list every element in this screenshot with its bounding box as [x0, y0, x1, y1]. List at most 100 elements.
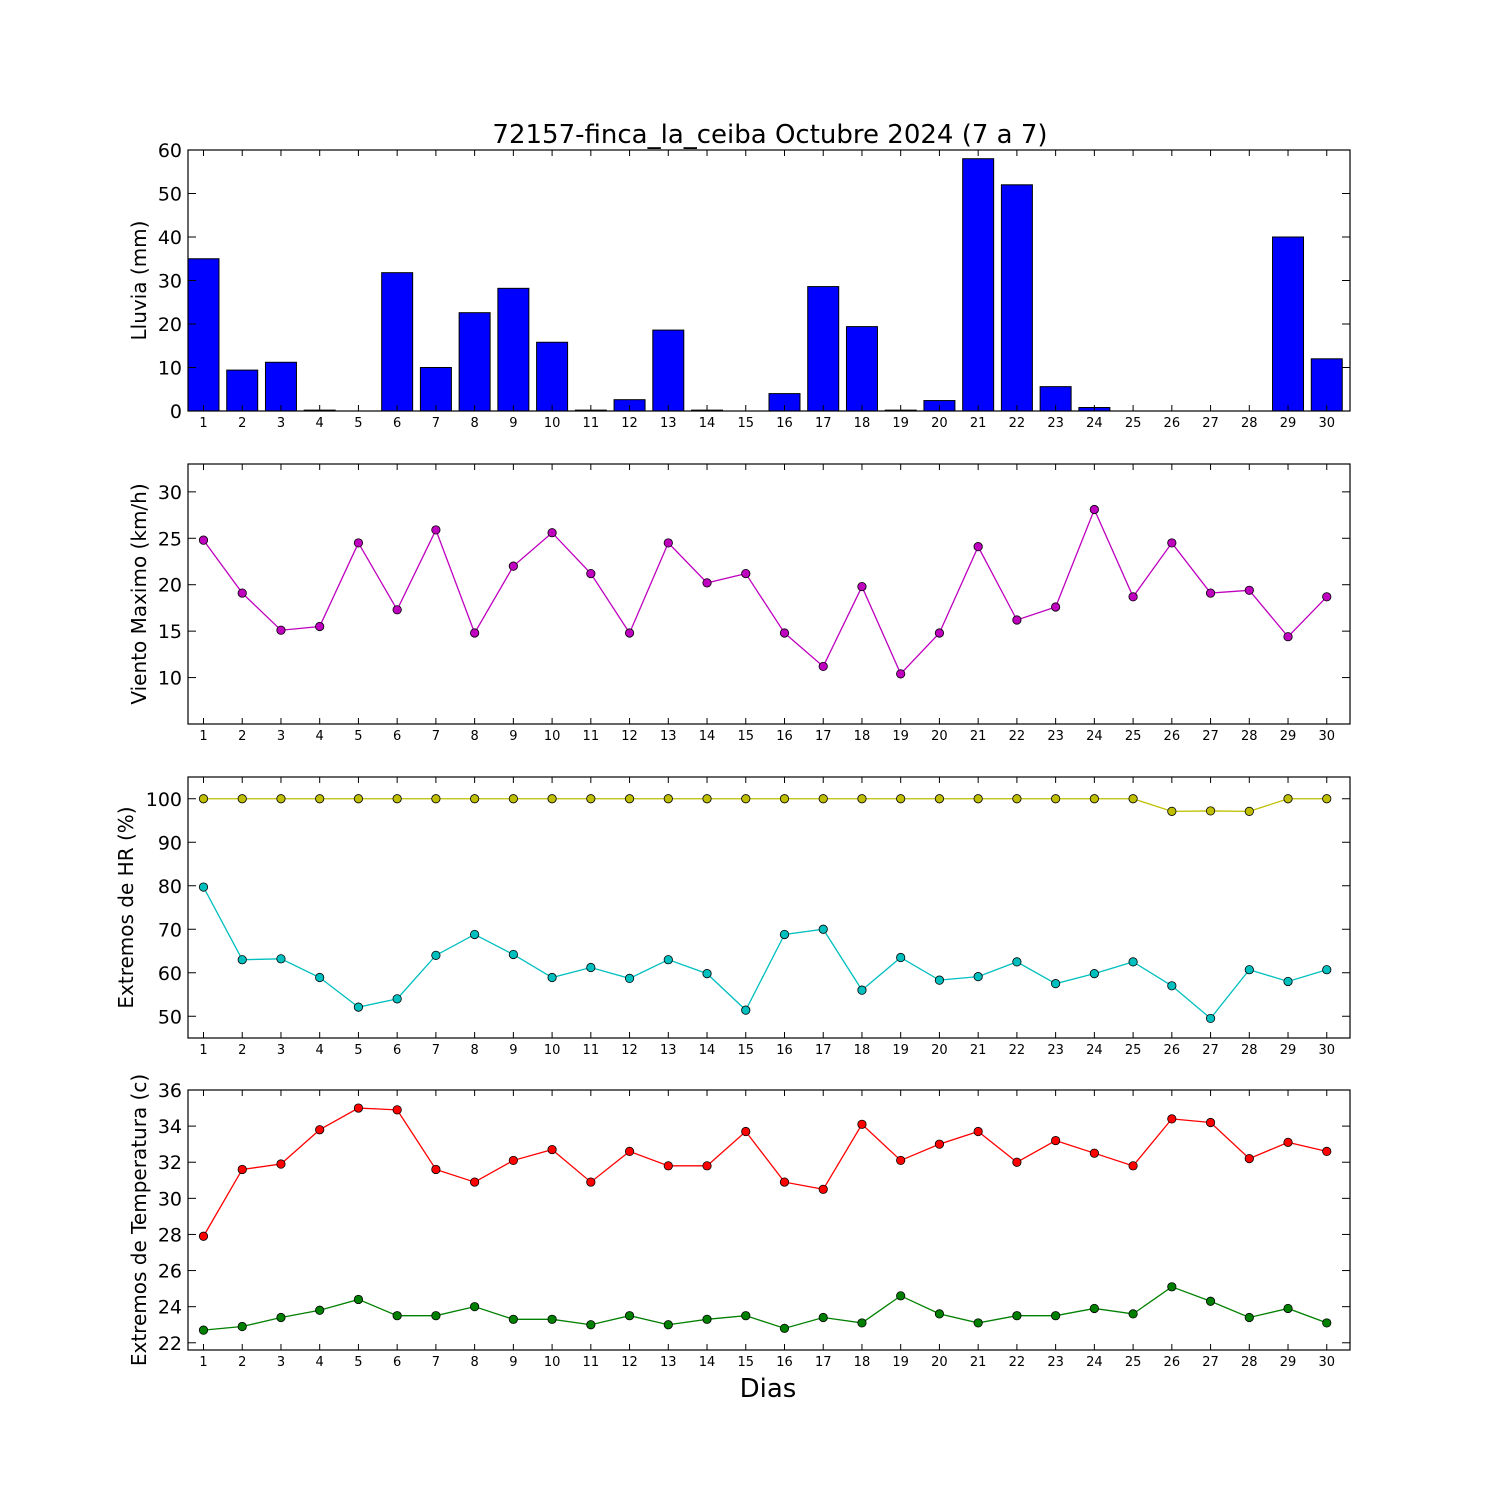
x-tick-label: 21 — [970, 1355, 987, 1370]
point-series-1-day-19 — [896, 669, 906, 679]
x-tick-label: 30 — [1318, 1355, 1335, 1370]
point-series-1-day-7 — [431, 525, 441, 535]
x-tick-label: 21 — [970, 729, 987, 744]
x-tick-label: 10 — [544, 1355, 561, 1370]
point-series-2-day-25 — [1128, 957, 1138, 967]
point-series-1-day-25 — [1128, 794, 1138, 804]
x-tick-label: 16 — [776, 416, 793, 431]
x-tick-label: 18 — [854, 1355, 871, 1370]
y-tick-label: 30 — [158, 271, 182, 293]
x-tick-label: 7 — [432, 416, 440, 431]
x-tick-label: 26 — [1164, 1355, 1181, 1370]
bar-day-3 — [264, 361, 297, 412]
point-series-1-day-21 — [973, 1126, 983, 1137]
axes-frame — [187, 463, 1351, 725]
point-series-2-day-12 — [624, 973, 635, 984]
x-tick-label: 1 — [199, 1355, 207, 1370]
x-tick-label: 8 — [470, 729, 478, 744]
x-tick-label: 17 — [815, 1043, 832, 1058]
point-series-2-day-28 — [1244, 1312, 1254, 1323]
point-series-1-day-5 — [353, 794, 364, 804]
point-series-2-day-13 — [663, 1320, 673, 1330]
y-tick-label: 20 — [158, 314, 182, 336]
bar-day-9 — [497, 287, 530, 412]
y-tick-label: 50 — [158, 184, 182, 206]
point-series-2-day-20 — [934, 1309, 945, 1319]
y-tick-label: 60 — [158, 140, 182, 162]
point-series-2-day-6 — [392, 994, 402, 1004]
x-tick-label: 11 — [583, 729, 600, 744]
point-series-1-day-30 — [1322, 794, 1332, 804]
point-series-2-day-24 — [1089, 1303, 1099, 1314]
point-series-2-day-13 — [663, 955, 673, 965]
point-series-1-day-5 — [353, 1103, 364, 1113]
y-tick-label: 20 — [158, 575, 182, 597]
x-tick-label: 4 — [316, 1043, 324, 1058]
point-series-2-day-2 — [237, 1321, 247, 1332]
x-tick-label: 12 — [621, 729, 638, 744]
y-tick-label: 100 — [146, 789, 182, 811]
x-tick-label: 24 — [1086, 1043, 1103, 1058]
series-line-2 — [202, 886, 1327, 1020]
point-series-1-day-9 — [508, 794, 518, 804]
x-tick-label: 25 — [1125, 1043, 1142, 1058]
y-tick-label: 10 — [158, 668, 182, 690]
point-series-1-day-20 — [934, 628, 945, 638]
point-series-1-day-1 — [198, 794, 209, 804]
point-series-2-day-23 — [1051, 1311, 1061, 1321]
x-tick-label: 8 — [470, 1355, 478, 1370]
point-series-1-day-18 — [857, 1119, 867, 1129]
point-series-1-day-8 — [470, 628, 480, 638]
point-series-2-day-14 — [702, 1314, 712, 1324]
x-tick-label: 18 — [854, 416, 871, 431]
y-tick-label: 40 — [158, 227, 182, 249]
point-series-1-day-4 — [315, 1125, 325, 1135]
y-axis-label: Lluvia (mm) — [127, 221, 151, 341]
point-series-1-day-2 — [237, 1164, 247, 1175]
x-tick-label: 26 — [1164, 729, 1181, 744]
x-tick-label: 24 — [1086, 1355, 1103, 1370]
point-series-1-day-12 — [624, 1146, 635, 1156]
point-series-2-day-24 — [1089, 969, 1099, 979]
x-tick-label: 2 — [238, 416, 246, 431]
x-tick-label: 27 — [1202, 416, 1219, 431]
x-tick-label: 20 — [931, 416, 948, 431]
x-tick-label: 24 — [1086, 729, 1103, 744]
y-tick-label: 36 — [158, 1080, 182, 1102]
x-tick-label: 2 — [238, 729, 246, 744]
point-series-2-day-17 — [818, 924, 828, 934]
x-tick-label: 8 — [470, 416, 478, 431]
x-tick-label: 13 — [660, 416, 677, 431]
point-series-1-day-30 — [1322, 1146, 1332, 1156]
point-series-1-day-21 — [973, 542, 983, 552]
x-tick-label: 21 — [970, 1043, 987, 1058]
point-series-1-day-19 — [896, 794, 906, 804]
point-series-1-day-24 — [1089, 1148, 1099, 1158]
y-tick-label: 28 — [158, 1224, 182, 1246]
y-tick-label: 80 — [158, 876, 182, 898]
y-tick-label: 24 — [158, 1297, 182, 1319]
x-tick-label: 25 — [1125, 416, 1142, 431]
point-series-1-day-13 — [663, 1161, 673, 1171]
x-tick-label: 12 — [621, 416, 638, 431]
point-series-1-day-27 — [1205, 588, 1216, 598]
point-series-1-day-10 — [547, 528, 557, 538]
x-tick-label: 5 — [354, 729, 362, 744]
point-series-2-day-3 — [276, 954, 286, 964]
point-series-1-day-20 — [934, 1139, 945, 1149]
x-tick-label: 15 — [737, 1043, 754, 1058]
x-tick-label: 19 — [892, 1355, 909, 1370]
bar-day-10 — [536, 341, 569, 412]
point-series-1-day-1 — [198, 535, 209, 545]
point-series-2-day-14 — [702, 969, 712, 979]
point-series-2-day-25 — [1128, 1309, 1138, 1319]
point-series-1-day-17 — [818, 1184, 828, 1194]
x-tick-label: 3 — [277, 1355, 285, 1370]
x-tick-label: 27 — [1202, 1355, 1219, 1370]
x-tick-label: 13 — [660, 729, 677, 744]
point-series-2-day-27 — [1205, 1296, 1216, 1306]
point-series-2-day-21 — [973, 972, 983, 982]
point-series-2-day-23 — [1051, 979, 1061, 989]
